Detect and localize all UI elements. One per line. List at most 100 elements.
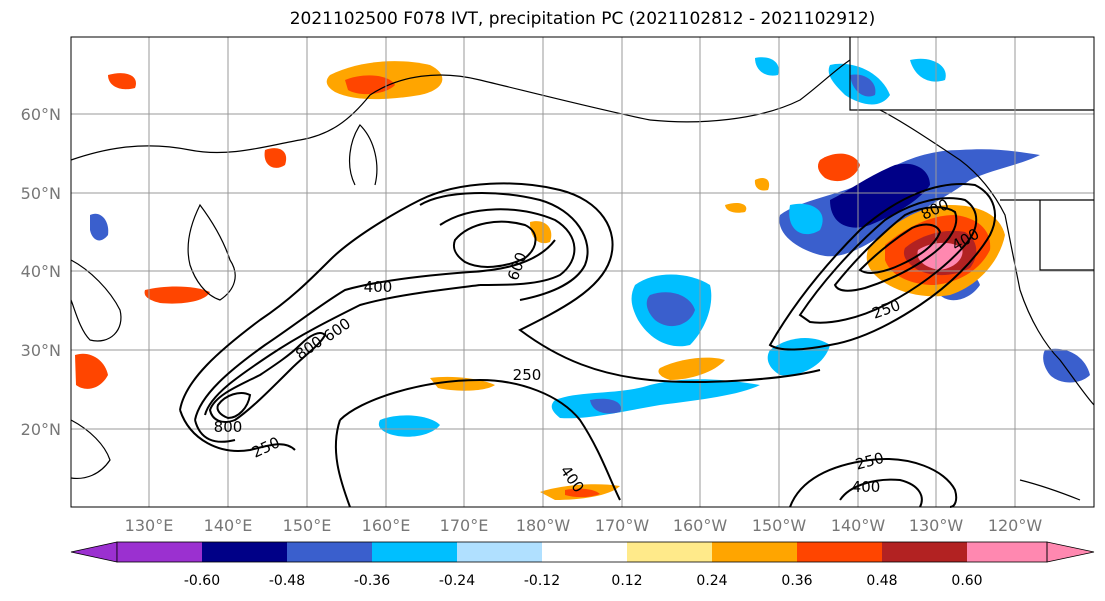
contour-800-a (208, 332, 327, 423)
contour-800-b (216, 392, 252, 420)
lon-axis: 130°E 140°E 150°E 160°E 170°E 180°W 170°… (125, 516, 1043, 535)
colorbar-segment (117, 542, 202, 562)
contour-600-north (439, 208, 576, 286)
contour-label-400-west: 400 (364, 278, 393, 296)
colorbar: -0.60 -0.48 -0.36 -0.24 -0.12 0.12 0.24 … (70, 541, 1095, 589)
colorbar-tick: -0.24 (439, 573, 475, 589)
colorbar-border (116, 541, 1048, 563)
colorbar-segment (797, 542, 882, 562)
colorbar-tick: 0.24 (696, 573, 727, 589)
pos-blob-sw (75, 353, 108, 389)
pos-blob-south-2 (565, 488, 600, 498)
contour-400-north (419, 192, 589, 301)
contour-250-sw (179, 409, 296, 452)
philippines (70, 419, 111, 480)
contour-label-800-b: 800 (214, 418, 243, 436)
neg-blob-alaska-3 (910, 58, 946, 82)
pos-blob-nw-2 (345, 75, 395, 95)
lat-label: 30°N (21, 341, 61, 360)
lon-label: 130°W (909, 516, 964, 535)
contour-600-main (204, 284, 481, 416)
lon-label: 140°W (831, 516, 886, 535)
contour-250-se (789, 458, 958, 508)
colorbar-segment (287, 542, 372, 562)
pos-blob-japan-n (264, 148, 287, 168)
pos-blob-small-1 (725, 202, 747, 213)
colorbar-segment (542, 542, 627, 562)
colorbar-segment (967, 542, 1047, 562)
colorbar-tick: 0.48 (866, 573, 897, 589)
colorbar-tick: -0.12 (524, 573, 560, 589)
colorbar-tick: -0.48 (269, 573, 305, 589)
colorbar-segment (202, 542, 287, 562)
contour-250-south (479, 379, 621, 501)
precip-shading (75, 57, 1090, 500)
na-coast (879, 109, 1095, 406)
state-lines (1039, 200, 1094, 271)
contour-label-250-center: 250 (513, 366, 542, 384)
lat-label: 40°N (21, 262, 61, 281)
neg-blob-ne-2 (830, 163, 930, 228)
lon-label: 140°E (204, 516, 253, 535)
pos-blob-c-2 (658, 357, 725, 380)
contour-400-sw (194, 419, 236, 443)
baja (1019, 479, 1081, 501)
neg-blob-central-2 (646, 292, 695, 327)
alaska-border (849, 37, 1094, 111)
map-border (70, 36, 1095, 508)
map-title: 2021102500 F078 IVT, precipitation PC (2… (289, 9, 876, 29)
lat-label: 20°N (21, 420, 61, 439)
neg-blob-ne-3 (789, 203, 823, 235)
neg-blob-alaska-2 (850, 74, 876, 97)
pos-blob-gulf (817, 153, 860, 182)
lat-label: 50°N (21, 184, 61, 203)
kamchatka (349, 124, 378, 186)
lon-label: 160°E (362, 516, 411, 535)
neg-blob-trade-2 (590, 398, 621, 414)
contour-250-main (179, 182, 821, 411)
pos-blob-ne-4 (917, 242, 963, 270)
coastlines (70, 37, 1095, 501)
lat-label: 60°N (21, 105, 61, 124)
neg-blob-gulf (755, 57, 779, 76)
contour-label-400-se: 400 (852, 478, 881, 496)
lon-label: 120°W (988, 516, 1043, 535)
pos-blob-nw-3 (108, 73, 136, 90)
ivt-contours (179, 182, 996, 508)
contour-800-east (833, 206, 958, 292)
colorbar-tick: -0.36 (354, 573, 390, 589)
lon-label: 170°W (595, 516, 650, 535)
colorbar-tick: 0.12 (611, 573, 642, 589)
korea-china (70, 259, 122, 342)
colorbar-segment (882, 542, 967, 562)
contour-250-south-b (339, 379, 481, 421)
lon-label: 150°W (752, 516, 807, 535)
colorbar-tick: 0.60 (951, 573, 982, 589)
lon-label: 150°E (283, 516, 332, 535)
aleutians (649, 59, 851, 123)
japan (187, 203, 236, 301)
pos-blob-small-2 (754, 178, 770, 191)
neg-blob-south (378, 415, 440, 437)
colorbar-tick: 0.36 (781, 573, 812, 589)
siberia-coast (70, 74, 651, 161)
colorbar-extend-high (1046, 541, 1095, 563)
pos-blob-japan-s (144, 286, 210, 304)
colorbar-tick: -0.60 (184, 573, 220, 589)
contour-400-east (798, 197, 978, 324)
contour-1000-east (858, 223, 942, 274)
lat-axis: 60°N 50°N 40°N 30°N 20°N (21, 105, 61, 439)
contour-400-se (839, 478, 923, 508)
contour-400-main (194, 239, 556, 421)
colorbar-segment (372, 542, 457, 562)
neg-blob-mexico (1043, 348, 1090, 383)
contour-250-south-c (334, 419, 351, 508)
lon-label: 180°W (516, 516, 571, 535)
contour-800-north (452, 220, 537, 268)
colorbar-segment (712, 542, 797, 562)
colorbar-extend-low (70, 541, 118, 563)
contour-250-east (768, 183, 996, 351)
colorbar-segment (627, 542, 712, 562)
gridlines (71, 37, 1094, 507)
